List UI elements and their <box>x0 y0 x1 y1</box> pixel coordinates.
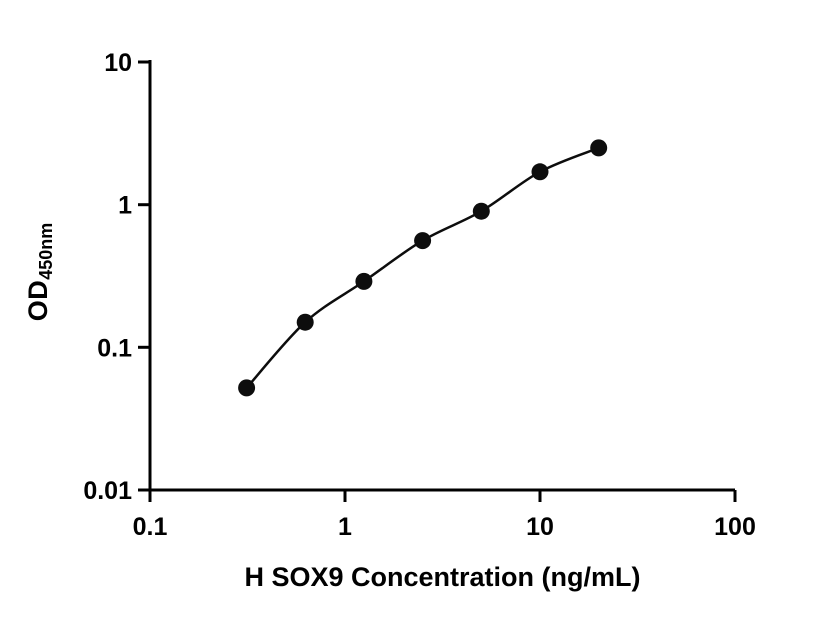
y-tick-label: 10 <box>104 49 132 77</box>
y-tick-label: 0.01 <box>83 477 132 505</box>
x-tick-label: 10 <box>526 513 554 541</box>
data-point <box>355 272 373 290</box>
y-axis-label-subscript: 450nm <box>36 222 56 280</box>
data-point <box>531 163 549 181</box>
data-point <box>472 202 490 220</box>
data-point <box>414 232 432 250</box>
x-axis-label: H SOX9 Concentration (ng/mL) <box>244 562 641 592</box>
fit-curve <box>245 146 600 389</box>
data-point <box>296 313 314 331</box>
x-tick-label: 1 <box>338 513 352 541</box>
y-tick-label: 0.1 <box>97 334 132 362</box>
data-point <box>590 139 608 157</box>
y-axis-label-main: OD <box>23 279 53 322</box>
y-axis-label: OD450nm <box>23 223 57 322</box>
x-tick-label: 0.1 <box>133 513 168 541</box>
y-tick-label: 1 <box>118 192 132 220</box>
x-tick-label: 100 <box>714 513 756 541</box>
data-point <box>238 379 256 397</box>
